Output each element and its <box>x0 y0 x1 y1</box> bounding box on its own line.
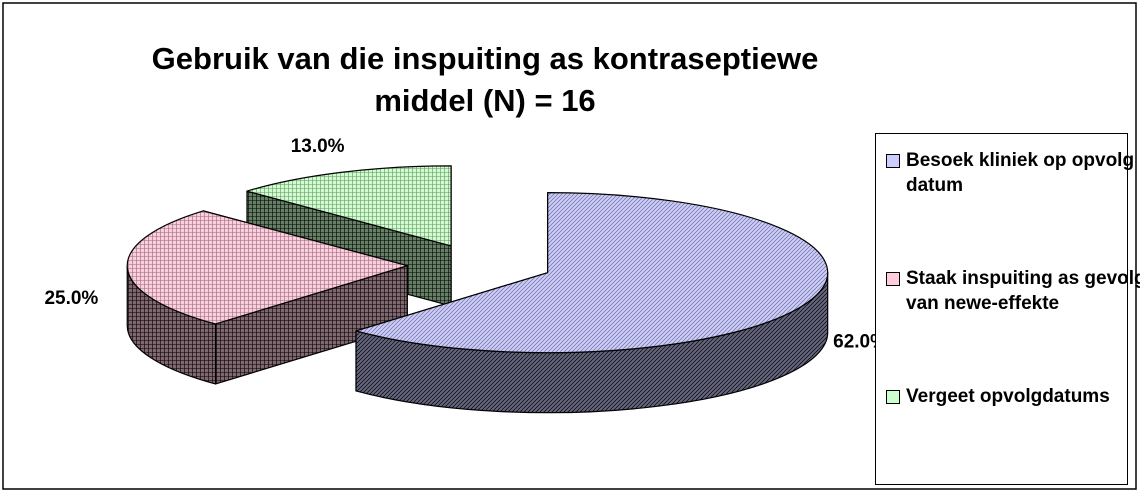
chart-title: Gebruik van die inspuiting as kontrasept… <box>151 41 819 118</box>
slice <box>355 192 829 354</box>
data-label: 62.0% <box>833 331 887 352</box>
legend-label: Besoek kliniek op opvolg datum <box>906 150 1135 196</box>
legend-swatch <box>886 154 900 168</box>
slice <box>126 210 408 325</box>
data-label: 25.0% <box>44 288 98 309</box>
data-label: 13.0% <box>291 136 345 157</box>
legend-swatch <box>886 390 900 404</box>
legend-label: Vergeet opvolgdatums <box>906 386 1110 407</box>
legend-item: Vergeet opvolgdatums <box>886 384 1140 409</box>
legend-swatch <box>886 272 900 286</box>
legend-label: Staak inspuiting as gevolg van newe-effe… <box>906 268 1140 314</box>
legend-item: Staak inspuiting as gevolg van newe-effe… <box>886 266 1140 316</box>
legend-item: Besoek kliniek op opvolg datum <box>886 148 1140 198</box>
legend: Besoek kliniek op opvolg datum Staak insp… <box>875 133 1140 485</box>
slice <box>246 165 452 247</box>
